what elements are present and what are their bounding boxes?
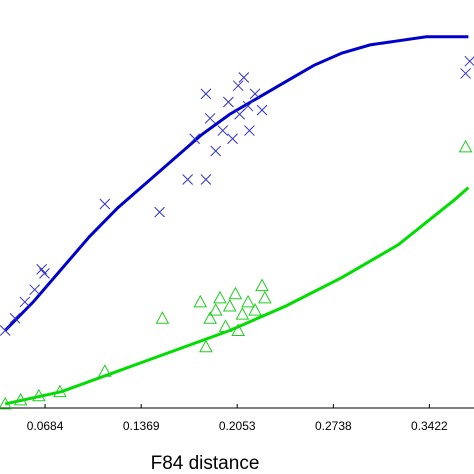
point <box>258 290 272 304</box>
fit-curve <box>4 35 469 332</box>
point <box>235 307 250 320</box>
point <box>0 325 11 336</box>
point <box>182 174 194 185</box>
point <box>244 125 255 136</box>
point <box>464 55 474 67</box>
point <box>155 311 170 324</box>
point <box>29 284 41 296</box>
point <box>238 72 250 83</box>
x-tick-label: 0.1369 <box>123 419 160 433</box>
point <box>189 133 201 145</box>
point <box>32 388 46 402</box>
point <box>255 278 269 292</box>
point <box>222 298 237 312</box>
point <box>200 88 212 100</box>
fit-curve <box>4 186 470 406</box>
point <box>241 294 255 308</box>
point <box>199 339 213 353</box>
point <box>242 100 254 112</box>
point <box>53 384 67 398</box>
point <box>249 88 261 100</box>
point <box>98 364 112 377</box>
point <box>218 319 233 332</box>
point <box>13 392 28 406</box>
x-axis-label: F84 distance <box>151 453 260 474</box>
point <box>154 206 165 218</box>
point <box>213 290 227 304</box>
point <box>256 104 268 116</box>
point <box>460 68 471 79</box>
x-tick-label: 0.2053 <box>219 419 256 433</box>
point <box>39 268 50 279</box>
point <box>9 312 21 324</box>
point <box>193 294 208 308</box>
point <box>227 133 238 145</box>
point <box>231 323 246 336</box>
point <box>458 139 473 153</box>
point <box>223 96 234 108</box>
point <box>203 311 217 324</box>
point <box>208 303 223 316</box>
point <box>232 80 244 92</box>
point <box>19 296 31 308</box>
x-tick-label: 0.2738 <box>315 419 352 433</box>
point <box>204 112 216 124</box>
point <box>217 125 229 136</box>
point <box>228 286 243 300</box>
point <box>0 396 13 410</box>
x-tick-label: 0.3422 <box>411 419 448 433</box>
point <box>99 198 111 210</box>
point <box>248 303 262 316</box>
point <box>210 145 222 157</box>
point <box>200 174 212 185</box>
x-tick-label: 0.0684 <box>27 419 64 433</box>
